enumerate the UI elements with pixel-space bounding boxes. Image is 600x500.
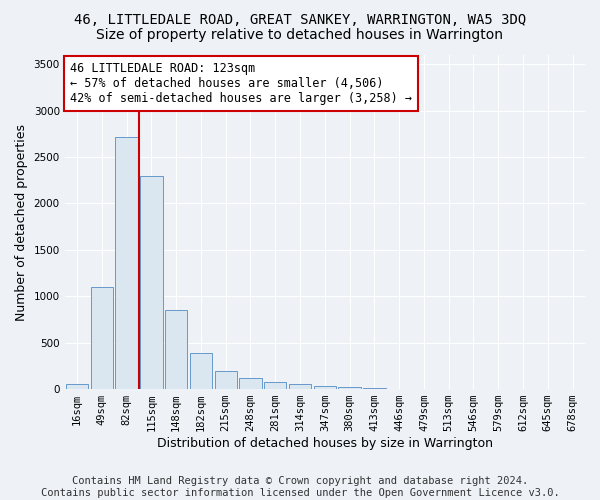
Bar — [338, 387, 361, 389]
Bar — [264, 382, 286, 389]
Bar — [190, 353, 212, 389]
Bar — [165, 310, 187, 389]
Bar — [239, 378, 262, 389]
Text: 46 LITTLEDALE ROAD: 123sqm
← 57% of detached houses are smaller (4,506)
42% of s: 46 LITTLEDALE ROAD: 123sqm ← 57% of deta… — [70, 62, 412, 104]
Bar — [314, 386, 336, 389]
X-axis label: Distribution of detached houses by size in Warrington: Distribution of detached houses by size … — [157, 437, 493, 450]
Bar — [363, 388, 386, 389]
Text: 46, LITTLEDALE ROAD, GREAT SANKEY, WARRINGTON, WA5 3DQ: 46, LITTLEDALE ROAD, GREAT SANKEY, WARRI… — [74, 12, 526, 26]
Bar — [289, 384, 311, 389]
Bar — [91, 287, 113, 389]
Text: Size of property relative to detached houses in Warrington: Size of property relative to detached ho… — [97, 28, 503, 42]
Text: Contains HM Land Registry data © Crown copyright and database right 2024.
Contai: Contains HM Land Registry data © Crown c… — [41, 476, 559, 498]
Bar — [140, 176, 163, 389]
Bar — [66, 384, 88, 389]
Bar — [215, 372, 237, 389]
Y-axis label: Number of detached properties: Number of detached properties — [15, 124, 28, 320]
Bar — [115, 136, 138, 389]
